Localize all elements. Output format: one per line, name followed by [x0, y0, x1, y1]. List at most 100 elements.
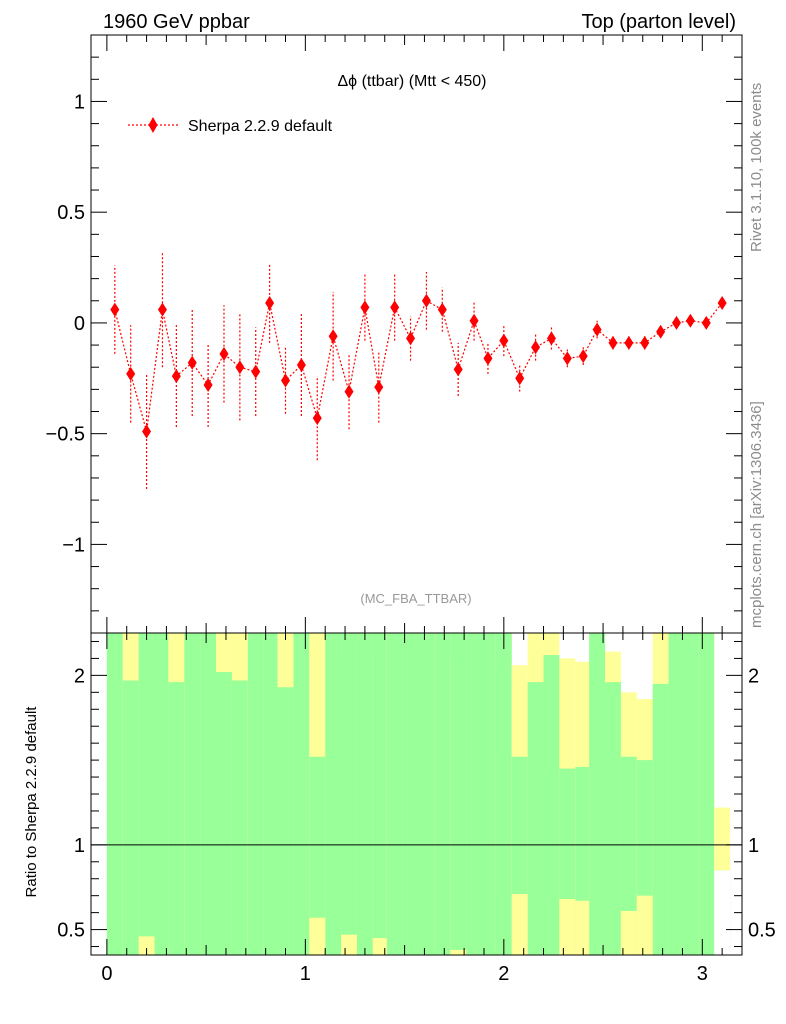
main-plot: Δϕ (ttbar) (Mtt < 450) (MC_FBA_TTBAR) −1… [46, 34, 743, 634]
data-point [546, 331, 556, 346]
inner-band [216, 671, 232, 955]
analysis-label: (MC_FBA_TTBAR) [360, 591, 471, 606]
data-point [344, 384, 354, 399]
inner-band [589, 633, 606, 955]
data-point [171, 369, 181, 384]
series-sherpa [110, 252, 727, 490]
data-point [251, 364, 261, 379]
inner-band [527, 682, 544, 955]
inner-band [682, 633, 699, 955]
inner-band [386, 633, 403, 955]
outer-band-low [575, 900, 590, 955]
inner-band [184, 633, 201, 955]
data-point [578, 349, 588, 364]
inner-band [122, 680, 139, 955]
data-point [328, 329, 338, 344]
inner-band [247, 633, 264, 955]
data-point [421, 293, 431, 308]
data-point [406, 331, 416, 346]
mcplots-label: mcplots.cern.ch [arXiv:1306.3436] [748, 401, 765, 628]
x-tick-label: 1 [300, 963, 311, 985]
data-point [483, 351, 493, 366]
data-point [142, 424, 152, 439]
inner-band [309, 756, 326, 955]
ratio-axes: 0.5 0.5 1 1 2 2 0 1 2 3 [57, 633, 776, 985]
data-point [469, 313, 479, 328]
outer-band-low [309, 917, 326, 955]
inner-band [325, 633, 342, 955]
inner-band [402, 633, 419, 955]
data-point [219, 346, 229, 361]
inner-band [466, 633, 481, 955]
inner-band [668, 633, 683, 955]
data-point [499, 333, 509, 348]
ratio-y-tick-label: 1 [74, 835, 85, 857]
data-point [717, 295, 727, 310]
data-point [390, 300, 400, 315]
x-tick-label: 0 [101, 963, 112, 985]
outer-band-low [620, 910, 637, 955]
x-tick-label: 2 [498, 963, 509, 985]
inner-band [372, 633, 387, 955]
header-right-label: Top (parton level) [581, 11, 736, 33]
ratio-bands [106, 633, 731, 955]
data-point [453, 362, 463, 377]
y-tick-label: 0 [74, 313, 85, 335]
empty-bin [714, 870, 731, 955]
inner-band [277, 687, 294, 955]
ratio-plot-frame [90, 632, 743, 956]
inner-band [543, 655, 560, 955]
ratio-y-axis-label: Ratio to Sherpa 2.2.9 default [23, 706, 40, 898]
inner-band [263, 633, 278, 955]
data-point [235, 360, 245, 375]
y-tick-label: −0.5 [46, 424, 85, 446]
data-point [624, 335, 634, 350]
ratio-plot: 0.5 0.5 1 1 2 2 0 1 2 3 Ratio to Sherpa 2.2.9 def… [23, 632, 776, 985]
inner-band [480, 633, 496, 955]
data-point [608, 335, 618, 350]
legend-marker [148, 117, 158, 133]
outer-band [714, 807, 731, 842]
outer-band-low [372, 938, 387, 955]
y-tick-label: 1 [74, 91, 85, 113]
data-point [360, 300, 370, 315]
outer-band-low [636, 895, 653, 955]
outer-band-low [341, 934, 357, 955]
inner-band [652, 683, 669, 955]
inner-band [293, 633, 310, 955]
outer-band-low [138, 936, 155, 955]
data-point [265, 295, 275, 310]
inner-band [605, 682, 621, 955]
inner-band [168, 682, 185, 955]
inner-band [341, 633, 357, 955]
outer-band-low [511, 893, 528, 955]
ratio-y-tick-label-right: 1 [748, 835, 759, 857]
data-point [187, 355, 197, 370]
inner-band [698, 633, 715, 955]
inner-band [418, 633, 435, 955]
inner-band [450, 633, 467, 955]
x-tick-label: 3 [697, 963, 708, 985]
y-tick-label: 0.5 [57, 202, 85, 224]
data-point [157, 302, 167, 317]
ratio-y-tick-label-right: 0.5 [748, 920, 776, 942]
inner-band [620, 756, 637, 955]
data-point [701, 315, 711, 330]
outer-band-low [559, 899, 576, 955]
data-point [126, 366, 136, 381]
y-tick-label: −1 [62, 534, 85, 556]
inner-band [231, 680, 248, 955]
ratio-y-tick-label: 2 [74, 665, 85, 687]
data-point [515, 371, 525, 386]
data-point [203, 377, 213, 392]
ratio-y-tick-label: 0.5 [57, 920, 85, 942]
ratio-y-tick-label-right: 2 [748, 665, 759, 687]
data-point [685, 313, 695, 328]
data-point [640, 335, 650, 350]
data-point [592, 322, 602, 337]
outer-band [714, 858, 731, 871]
inner-band [434, 633, 451, 955]
inner-band [106, 633, 123, 955]
series-line [114, 299, 723, 432]
